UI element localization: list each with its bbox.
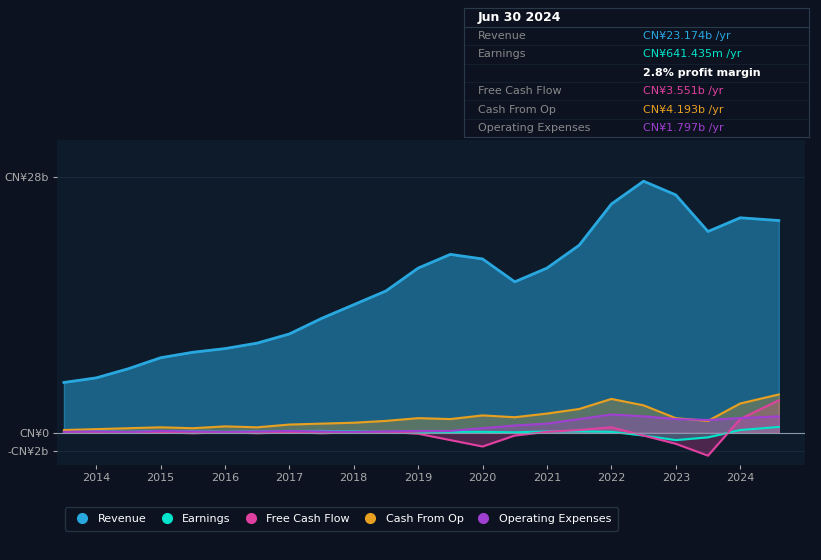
Text: Cash From Op: Cash From Op — [478, 105, 556, 115]
Text: CN¥3.551b /yr: CN¥3.551b /yr — [643, 86, 723, 96]
Text: Free Cash Flow: Free Cash Flow — [478, 86, 562, 96]
Text: CN¥4.193b /yr: CN¥4.193b /yr — [643, 105, 723, 115]
Text: Operating Expenses: Operating Expenses — [478, 123, 590, 133]
Text: Revenue: Revenue — [478, 31, 526, 41]
Text: Jun 30 2024: Jun 30 2024 — [478, 11, 562, 24]
Text: 2.8% profit margin: 2.8% profit margin — [643, 68, 761, 78]
Text: Earnings: Earnings — [478, 49, 526, 59]
Text: CN¥23.174b /yr: CN¥23.174b /yr — [643, 31, 731, 41]
Legend: Revenue, Earnings, Free Cash Flow, Cash From Op, Operating Expenses: Revenue, Earnings, Free Cash Flow, Cash … — [65, 507, 618, 531]
Text: CN¥1.797b /yr: CN¥1.797b /yr — [643, 123, 724, 133]
Text: CN¥641.435m /yr: CN¥641.435m /yr — [643, 49, 741, 59]
